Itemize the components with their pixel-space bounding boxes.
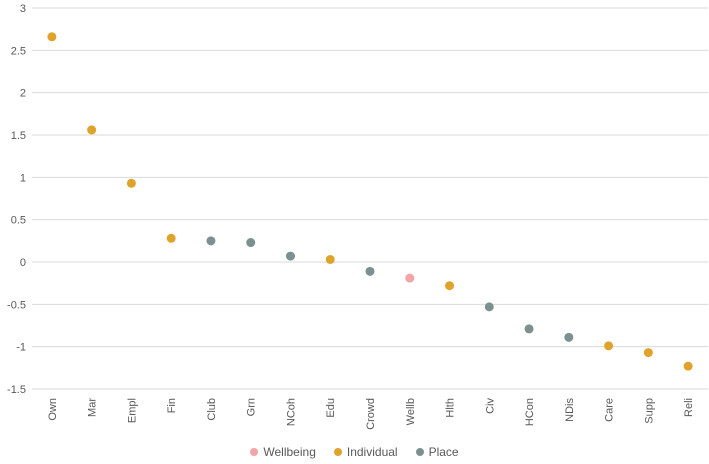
data-point-own xyxy=(47,32,57,42)
y-tick-label: 3 xyxy=(20,3,26,15)
x-tick-label: NDis xyxy=(564,398,576,422)
x-tick-label: Reli xyxy=(683,398,695,417)
data-point-empl xyxy=(126,178,136,188)
y-tick-label: -1 xyxy=(16,342,26,354)
data-point-ndis xyxy=(564,332,574,342)
data-point-mar xyxy=(87,125,97,135)
data-point-ncoh xyxy=(285,251,295,261)
x-tick-label: Fin xyxy=(166,398,178,413)
x-tick-label: Civ xyxy=(484,398,496,414)
legend-marker-place-icon xyxy=(415,448,424,456)
data-point-fin xyxy=(166,233,176,243)
x-tick-label: Club xyxy=(206,398,218,421)
x-tick-label: Mar xyxy=(87,398,99,417)
y-tick-label: 2.5 xyxy=(11,45,26,57)
data-point-hlth xyxy=(445,281,455,291)
legend-label-individual: Individual xyxy=(346,445,398,459)
legend-marker-individual-icon xyxy=(333,448,342,456)
x-tick-label: Edu xyxy=(325,398,337,418)
data-point-reli xyxy=(683,361,693,371)
x-tick-label: Own xyxy=(47,398,59,421)
y-tick-label: 2 xyxy=(20,88,26,100)
legend-label-place: Place xyxy=(428,445,459,459)
data-point-hcon xyxy=(524,324,534,334)
y-tick-label: -1.5 xyxy=(7,384,26,396)
data-point-wellb xyxy=(405,273,415,283)
data-point-club xyxy=(206,236,216,246)
x-tick-label: Supp xyxy=(643,398,655,424)
legend-item-wellbeing: Wellbeing xyxy=(250,445,316,459)
data-point-crowd xyxy=(365,266,375,276)
chart-legend: Wellbeing Individual Place xyxy=(0,441,709,463)
x-tick-label: Empl xyxy=(126,398,138,423)
legend-item-place: Place xyxy=(415,445,459,459)
x-tick-label: Care xyxy=(604,398,616,422)
y-tick-label: 0 xyxy=(20,257,26,269)
legend-label-wellbeing: Wellbeing xyxy=(263,445,316,459)
data-point-civ xyxy=(484,302,494,312)
x-tick-label: Grn xyxy=(246,398,258,416)
x-tick-label: HCon xyxy=(524,398,536,426)
legend-marker-wellbeing-icon xyxy=(250,448,259,456)
x-tick-label: NCoh xyxy=(285,398,297,426)
data-point-supp xyxy=(643,348,653,358)
data-point-edu xyxy=(325,254,335,264)
data-point-grn xyxy=(246,238,256,248)
y-tick-label: 1.5 xyxy=(11,130,26,142)
y-tick-label: 0.5 xyxy=(11,215,26,227)
legend-item-individual: Individual xyxy=(333,445,398,459)
x-tick-label: Crowd xyxy=(365,398,377,430)
y-tick-label: -0.5 xyxy=(7,299,26,311)
data-point-care xyxy=(604,341,614,351)
x-tick-label: Wellb xyxy=(405,398,417,425)
y-tick-label: 1 xyxy=(20,172,26,184)
chart-plot-area: 3 2.5 2 1.5 1 0.5 0 -0.5 -1 -1.5 Own Mar Empl Fin Club… xyxy=(7,3,708,430)
x-tick-label: Hlth xyxy=(445,398,457,418)
